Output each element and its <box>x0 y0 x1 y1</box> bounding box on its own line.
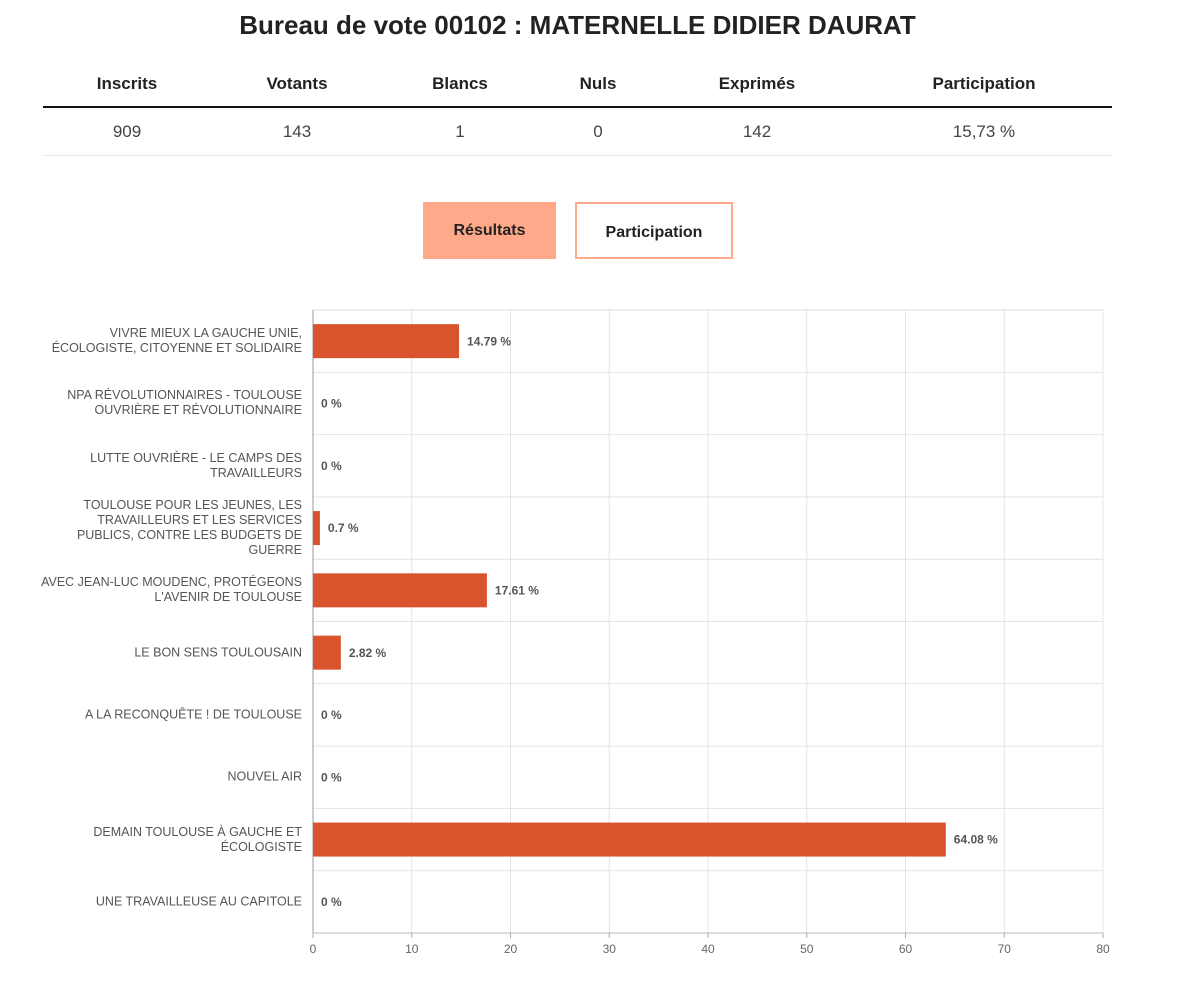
category-label: UNE TRAVAILLEUSE AU CAPITOLE <box>95 894 302 909</box>
data-label: 2.82 % <box>349 646 387 660</box>
data-label: 0 % <box>321 397 342 411</box>
table-cell: 143 <box>282 122 312 141</box>
x-tick-label: 60 <box>899 942 913 956</box>
header-rule <box>43 106 1112 108</box>
table-cell: 15,73 % <box>952 122 1016 141</box>
column-header: Exprimés <box>718 74 796 93</box>
column-header: Blancs <box>432 74 488 93</box>
category-label: TOULOUSE POUR LES JEUNES, LES TRAVAILLEU… <box>76 498 302 558</box>
table-cell: 142 <box>742 122 772 141</box>
data-label: 0 % <box>321 708 342 722</box>
x-tick-label: 20 <box>504 942 518 956</box>
category-label: LUTTE OUVRIÈRE - LE CAMPS DES TRAVAILLEU… <box>90 450 302 480</box>
data-label: 64.08 % <box>954 833 998 847</box>
data-label: 0 % <box>321 459 342 473</box>
category-label: LE BON SENS TOULOUSAIN <box>134 645 302 660</box>
category-label: AVEC JEAN-LUC MOUDENC, PROTÉGEONS L'AVEN… <box>41 575 302 605</box>
data-label: 0.7 % <box>328 521 359 535</box>
bar <box>313 822 946 857</box>
column-header: Votants <box>266 74 328 93</box>
table-cell: 1 <box>455 122 465 141</box>
column-header: Participation <box>932 74 1036 93</box>
row-rule <box>43 155 1112 156</box>
data-label: 0 % <box>321 895 342 909</box>
page-title: Bureau de vote 00102 : MATERNELLE DIDIER… <box>239 10 916 40</box>
bar <box>313 573 487 608</box>
tab-results[interactable]: Résultats <box>423 202 556 259</box>
category-label: NPA RÉVOLUTIONNAIRES - TOULOUSE OUVRIÈRE… <box>67 388 302 418</box>
x-tick-label: 80 <box>1096 942 1110 956</box>
column-header: Nuls <box>579 74 617 93</box>
x-tick-label: 70 <box>998 942 1012 956</box>
x-tick-label: 30 <box>603 942 617 956</box>
tab-participation[interactable]: Participation <box>575 202 733 259</box>
bar <box>313 635 341 670</box>
bar <box>313 511 320 546</box>
data-label: 17.61 % <box>495 584 539 598</box>
category-label: VIVRE MIEUX LA GAUCHE UNIE, ÉCOLOGISTE, … <box>51 326 302 356</box>
data-label: 14.79 % <box>467 334 511 348</box>
x-tick-label: 50 <box>800 942 814 956</box>
x-tick-label: 10 <box>405 942 419 956</box>
category-label: DEMAIN TOULOUSE À GAUCHE ET ÉCOLOGISTE <box>93 824 302 854</box>
x-tick-label: 0 <box>310 942 317 956</box>
bar <box>313 324 460 359</box>
table-cell: 909 <box>112 122 142 141</box>
category-label: NOUVEL AIR <box>227 769 302 784</box>
data-label: 0 % <box>321 770 342 784</box>
x-tick-label: 40 <box>701 942 715 956</box>
column-header: Inscrits <box>96 74 158 93</box>
category-label: A LA RECONQUÊTE ! DE TOULOUSE <box>85 707 302 722</box>
table-cell: 0 <box>593 122 603 141</box>
